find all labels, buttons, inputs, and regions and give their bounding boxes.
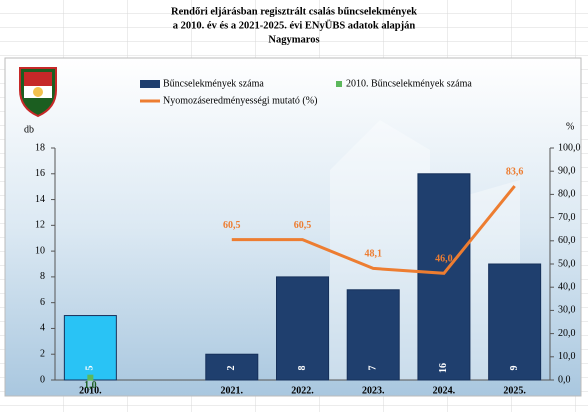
- bar-value-label: 5: [85, 366, 96, 371]
- line-value-label: 48,1: [364, 249, 382, 260]
- bar: [63, 315, 117, 381]
- y2-tick-label: 0,0: [558, 374, 571, 385]
- y2-tick-label: 80,0: [558, 189, 576, 200]
- legend-swatch: [336, 81, 342, 87]
- y2-tick-label: 90,0: [558, 165, 576, 176]
- y2-tick-label: 60,0: [558, 235, 576, 246]
- y-tick-label: 8: [40, 271, 45, 282]
- y-tick-label: 12: [35, 220, 45, 231]
- title-line: Nagymaros: [268, 34, 319, 45]
- bar-value-label: 8: [297, 366, 308, 371]
- x-tick-label: 2023.: [362, 385, 385, 396]
- line: [231, 185, 516, 275]
- y-tick-label: 6: [40, 297, 45, 308]
- y-tick-label: 16: [35, 168, 45, 179]
- bar: [346, 289, 400, 381]
- y2-tick-label: 40,0: [558, 281, 576, 292]
- y2-tick-label: 100,0: [558, 142, 581, 153]
- legend-label: Bűncselekmények száma: [163, 78, 264, 89]
- y-axis-label: db: [24, 124, 34, 135]
- bar: [488, 263, 542, 381]
- legend-label: 2010. Bűncselekmények száma: [346, 78, 472, 89]
- x-tick-label: 2025.: [503, 385, 526, 396]
- y2-axis-label: %: [566, 121, 574, 132]
- title-line: Rendőri eljárásban regisztrált csalás bű…: [171, 6, 417, 17]
- bar-value-label: 16: [438, 363, 449, 373]
- police-badge: [19, 67, 57, 118]
- marker: [87, 374, 94, 381]
- line-value-label: 60,5: [223, 220, 241, 231]
- title-line: a 2010. év és a 2021-2025. évi ENyÜBS ad…: [173, 18, 416, 31]
- y2-tick-label: 30,0: [558, 305, 576, 316]
- y2-tick-label: 50,0: [558, 258, 576, 269]
- bar: [205, 353, 259, 381]
- bar-value-label: 7: [368, 366, 379, 371]
- y-tick-label: 10: [35, 245, 45, 256]
- bar: [276, 276, 329, 381]
- y2-tick-label: 20,0: [558, 328, 576, 339]
- x-tick-label: 2024.: [433, 385, 456, 396]
- bar-value-label: 2: [226, 366, 237, 371]
- line-value-label: 46,0: [435, 254, 453, 265]
- legend-swatch: [140, 80, 160, 88]
- bar: [417, 173, 471, 381]
- y-tick-label: 14: [35, 194, 45, 205]
- bar-value-label: 9: [509, 366, 520, 371]
- y-tick-label: 0: [40, 374, 45, 385]
- line-value-label: 60,5: [294, 220, 312, 231]
- line-value-label: 83,6: [506, 166, 524, 177]
- marker-value-label: 1,0: [84, 380, 97, 391]
- x-tick-label: 2021.: [221, 385, 244, 396]
- x-tick-label: 2010.: [79, 385, 102, 396]
- x-tick-label: 2022.: [291, 385, 314, 396]
- legend-label: Nyomozáseredményességi mutató (%): [163, 95, 317, 106]
- y-tick-label: 4: [40, 323, 45, 334]
- y-tick-label: 2: [40, 349, 45, 360]
- y2-tick-label: 10,0: [558, 351, 576, 362]
- y-tick-label: 18: [35, 142, 45, 153]
- y2-tick-label: 70,0: [558, 212, 576, 223]
